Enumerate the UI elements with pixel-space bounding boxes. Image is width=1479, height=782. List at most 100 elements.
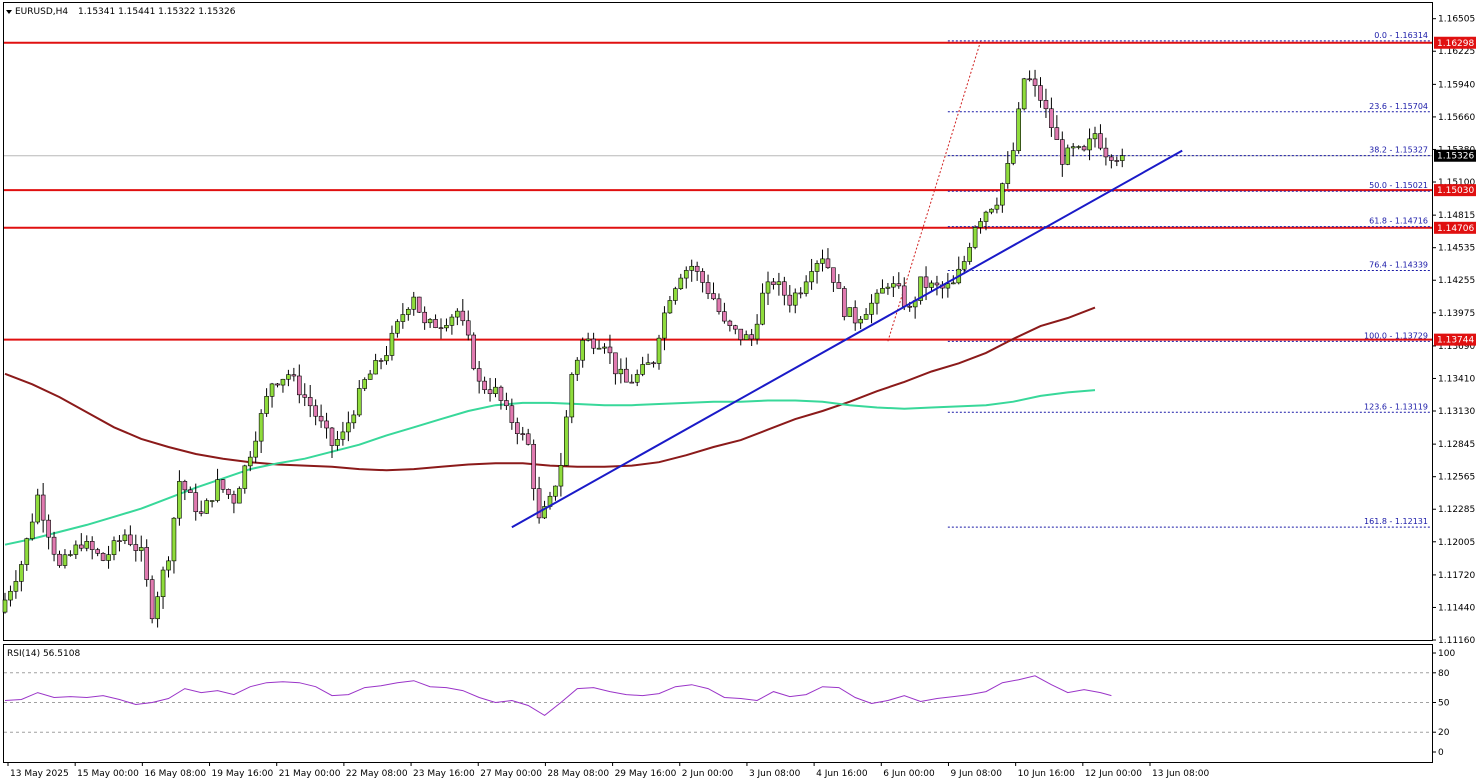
- candle-bear: [504, 400, 509, 407]
- symbol-label: EURUSD,H4: [15, 7, 68, 17]
- candle-bull: [346, 422, 351, 433]
- time-tick-label: 19 May 16:00: [212, 769, 274, 779]
- price-tick-label: 1.15660: [1438, 113, 1475, 123]
- candle-bull: [673, 288, 678, 301]
- candle-bull: [1065, 147, 1071, 165]
- candle-bull: [1016, 108, 1022, 151]
- candle-bear: [313, 405, 318, 417]
- candle-bear: [749, 334, 754, 340]
- candle-bull: [542, 506, 547, 519]
- price-tags: 1.16298 1.15030 1.14706 1.13744 1.15326: [1434, 36, 1476, 346]
- candle-bull: [983, 211, 989, 222]
- candle-bear: [700, 271, 705, 283]
- candle-bear: [498, 386, 504, 401]
- price-tick-label: 1.14535: [1438, 244, 1475, 254]
- fibonacci-levels: 0.0 - 1.16314 23.6 - 1.15704 38.2 - 1.1532…: [887, 31, 1430, 528]
- time-tick-label: 13 Jun 08:00: [1152, 769, 1209, 779]
- candle-bear: [117, 540, 122, 542]
- candle-bull: [994, 204, 1000, 210]
- candle-bull: [564, 416, 569, 466]
- fib-level-label: 100.0 - 1.13729: [1364, 331, 1428, 340]
- time-axis: 13 May 2025 15 May 00:00 16 May 08:00 19 Ma…: [7, 762, 1209, 779]
- level-price-tag-text: 1.13744: [1437, 336, 1474, 346]
- candle-bull: [918, 276, 923, 301]
- candle-bear: [133, 544, 139, 551]
- candle-bull: [177, 481, 182, 519]
- candle-bear: [100, 553, 106, 561]
- candle-bull: [585, 338, 591, 341]
- candle-bull: [874, 292, 880, 304]
- candle-bear: [220, 479, 226, 490]
- time-tick-label: 2 Jun 00:00: [682, 769, 734, 779]
- fib-level-label: 50.0 - 1.15021: [1369, 181, 1428, 190]
- candle-bear: [629, 381, 635, 384]
- level-price-tag: [1434, 36, 1476, 49]
- candle-bear: [198, 511, 204, 514]
- candle-bear: [613, 352, 618, 375]
- candle-bear: [716, 298, 722, 312]
- price-tick-label: 1.16505: [1438, 15, 1475, 25]
- price-tick-label: 1.11440: [1438, 603, 1475, 613]
- chart-header: EURUSD,H4 1.15341 1.15441 1.15322 1.1532…: [6, 7, 236, 17]
- fib-level-label: 161.8 - 1.12131: [1364, 517, 1428, 526]
- candle-bull: [809, 271, 814, 283]
- candle-bear: [531, 444, 536, 489]
- candle-bull: [602, 346, 607, 349]
- candle-bull: [814, 263, 820, 272]
- candle-bull: [405, 308, 411, 315]
- candle-bear: [378, 360, 384, 362]
- rsi-tick-label: 20: [1438, 728, 1450, 738]
- candle-bear: [46, 519, 51, 538]
- candle-bull: [863, 314, 869, 320]
- candle-bull: [138, 547, 144, 551]
- candle-bear: [433, 319, 438, 328]
- candle-bull: [1010, 150, 1016, 164]
- candle-bull: [29, 521, 35, 539]
- candle-bear: [591, 338, 596, 349]
- candle-bull: [880, 288, 885, 294]
- candle-bear: [95, 549, 100, 554]
- candle-bull: [945, 283, 951, 289]
- candle-bull: [569, 374, 575, 418]
- candle-bear: [727, 320, 733, 326]
- candle-bull: [967, 247, 972, 262]
- candle-bear: [825, 258, 831, 269]
- candle-bear: [1043, 100, 1049, 110]
- candle-bull: [596, 347, 602, 350]
- horizontal-levels: [4, 41, 1432, 341]
- candle-bull: [662, 312, 667, 339]
- candle-bull: [950, 282, 956, 285]
- price-axis: 1.165051.162251.159401.156601.153801.151…: [1432, 15, 1475, 646]
- ascending-trendline[interactable]: [511, 149, 1183, 529]
- time-tick-label: 28 May 08:00: [547, 769, 609, 779]
- time-tick-label: 16 May 08:00: [144, 769, 206, 779]
- candle-bear: [231, 494, 237, 504]
- candle-bear: [1060, 139, 1065, 165]
- candle-bull: [373, 360, 378, 375]
- candle-bear: [182, 481, 188, 491]
- price-tick-label: 1.12845: [1438, 440, 1475, 450]
- candle-bull: [558, 465, 564, 487]
- candle-bull: [678, 277, 684, 289]
- rsi-title: RSI(14) 56.5108: [7, 649, 80, 659]
- candle-bear: [1038, 85, 1043, 101]
- current-price-tag: [1434, 149, 1476, 162]
- fib-level-label: 23.6 - 1.15704: [1369, 102, 1428, 111]
- dropdown-triangle-icon[interactable]: [6, 10, 12, 14]
- level-price-tag: [1434, 184, 1476, 197]
- price-tick-label: 1.12565: [1438, 473, 1475, 483]
- rsi-line: [4, 675, 1112, 717]
- candle-bull: [19, 564, 24, 582]
- candle-bear: [738, 328, 744, 340]
- fib-level-label: 0.0 - 1.16314: [1374, 31, 1428, 40]
- drawn-lines[interactable]: [511, 149, 1183, 529]
- candle-bull: [384, 355, 389, 362]
- candle-bull: [754, 323, 760, 340]
- candle-bear: [79, 544, 84, 549]
- candle-bear: [324, 420, 329, 429]
- candle-bull: [209, 500, 215, 502]
- ohlc-label: 1.15341 1.15441 1.15322 1.15326: [78, 7, 236, 17]
- time-tick-label: 10 Jun 16:00: [1018, 769, 1075, 779]
- candle-bull: [1087, 138, 1092, 151]
